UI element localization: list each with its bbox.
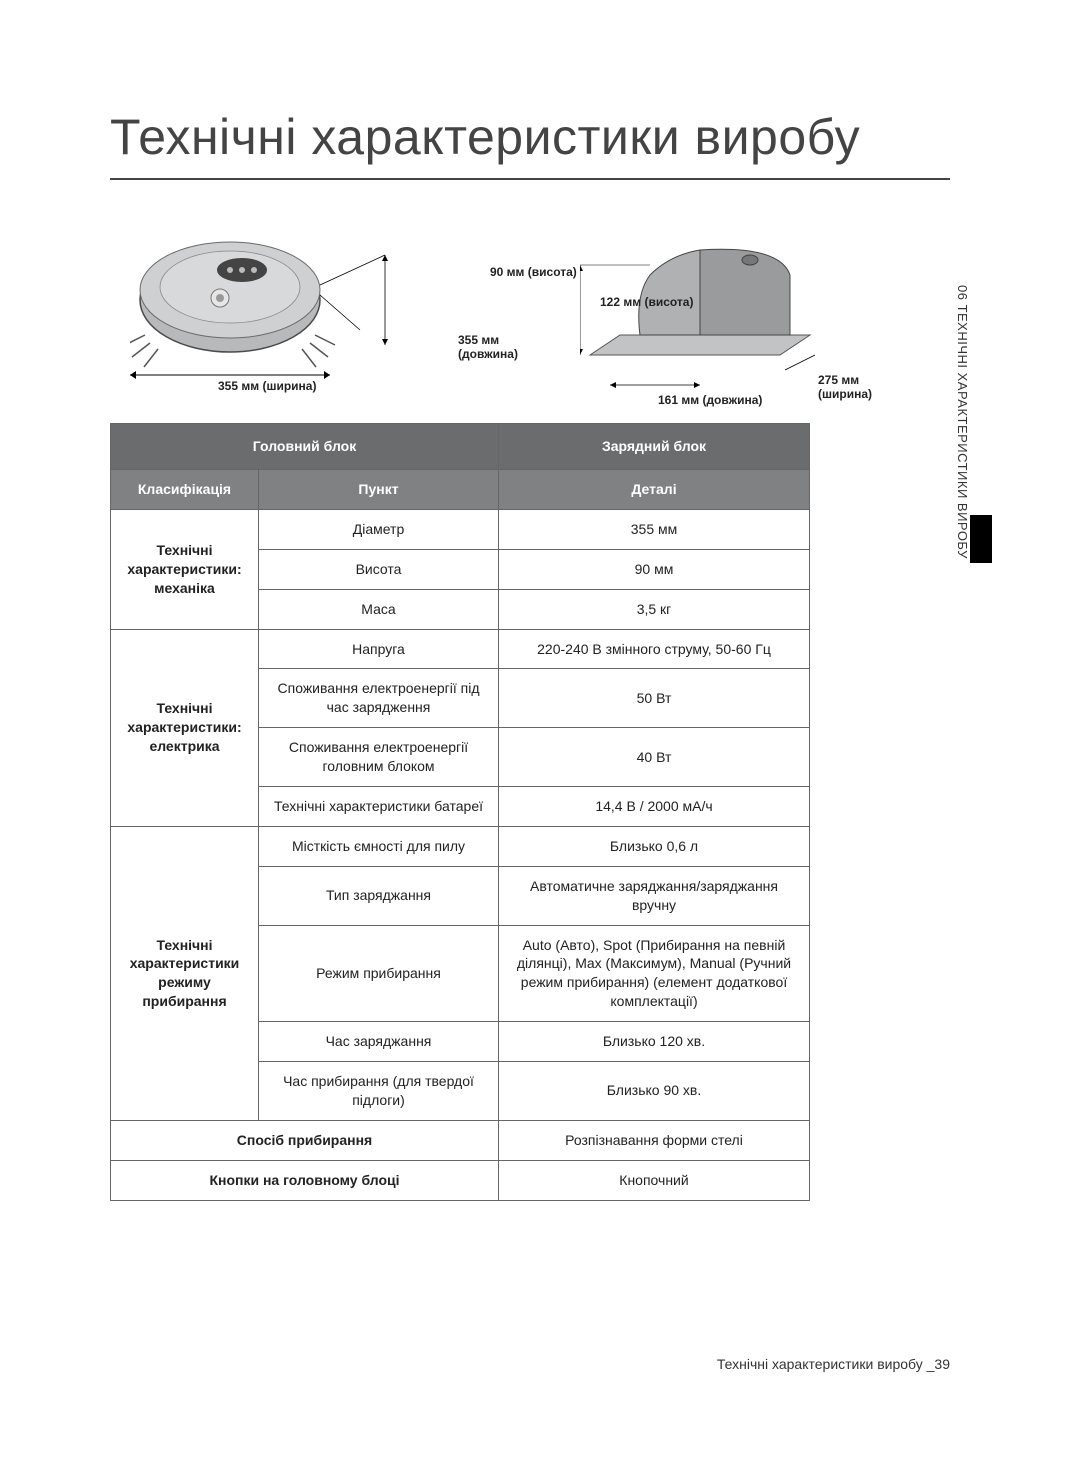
cell-point: Напруга bbox=[259, 629, 499, 669]
dim-dock-width: 275 мм (ширина) bbox=[818, 373, 872, 401]
cell-detail: Розпізнавання форми стелі bbox=[499, 1120, 810, 1160]
table-row: Кнопки на головному блоці Кнопочний bbox=[111, 1160, 810, 1200]
cell-detail: 40 Вт bbox=[499, 728, 810, 787]
table-row: Спосіб прибирання Розпізнавання форми ст… bbox=[111, 1120, 810, 1160]
cell-point: Споживання електроенергії головним блоко… bbox=[259, 728, 499, 787]
cell-detail: Близько 90 хв. bbox=[499, 1062, 810, 1121]
hdr-classification: Класифікація bbox=[111, 470, 259, 510]
cell-point: Тип заряджання bbox=[259, 866, 499, 925]
cell-point: Час заряджання bbox=[259, 1022, 499, 1062]
page-footer: Технічні характеристики виробу _39 bbox=[717, 1356, 950, 1372]
hdr-point: Пункт bbox=[259, 470, 499, 510]
cell-detail: 220-240 В змінного струму, 50-60 Гц bbox=[499, 629, 810, 669]
cell-point-span2: Спосіб прибирання bbox=[111, 1120, 499, 1160]
table-header-row-1: Головний блок Зарядний блок bbox=[111, 424, 810, 470]
hdr-charger-unit: Зарядний блок bbox=[499, 424, 810, 470]
cell-detail: 3,5 кг bbox=[499, 589, 810, 629]
side-tab-text: 06 ТЕХНІЧНІ ХАРАКТЕРИСТИКИ ВИРОБУ bbox=[955, 285, 970, 585]
cell-detail: Автоматичне заряджання/заряджання вручну bbox=[499, 866, 810, 925]
cell-point: Режим прибирання bbox=[259, 925, 499, 1022]
cell-detail: Близько 120 хв. bbox=[499, 1022, 810, 1062]
group-label-mode: Технічні характеристики режиму прибиранн… bbox=[111, 826, 259, 1120]
table-row: Технічні характеристики режиму прибиранн… bbox=[111, 826, 810, 866]
cell-point: Час прибирання (для твердої підлоги) bbox=[259, 1062, 499, 1121]
table-header-row-2: Класифікація Пункт Деталі bbox=[111, 470, 810, 510]
dim-main-length-l1: 355 мм bbox=[458, 333, 499, 347]
cell-detail: 14,4 В / 2000 мА/ч bbox=[499, 787, 810, 827]
cell-point: Місткість ємності для пилу bbox=[259, 826, 499, 866]
cell-detail: 50 Вт bbox=[499, 669, 810, 728]
cell-point: Діаметр bbox=[259, 509, 499, 549]
cell-point: Висота bbox=[259, 549, 499, 589]
dim-main-width: 355 мм (ширина) bbox=[218, 379, 316, 393]
charger-unit-diagram bbox=[580, 235, 820, 395]
group-label-elec: Технічні характеристики: електрика bbox=[111, 629, 259, 826]
cell-detail: Близько 0,6 л bbox=[499, 826, 810, 866]
cell-detail: 90 мм bbox=[499, 549, 810, 589]
table-row: Технічні характеристики: електрика Напру… bbox=[111, 629, 810, 669]
cell-detail: 355 мм bbox=[499, 509, 810, 549]
dim-dock-height: 122 мм (висота) bbox=[600, 295, 693, 309]
cell-point: Технічні характеристики батареї bbox=[259, 787, 499, 827]
spec-table: Головний блок Зарядний блок Класифікація… bbox=[110, 423, 810, 1201]
dim-main-length-l2: (довжина) bbox=[458, 347, 518, 361]
group-label-mech: Технічні характеристики: механіка bbox=[111, 509, 259, 629]
cell-point: Маса bbox=[259, 589, 499, 629]
dim-dock-length: 161 мм (довжина) bbox=[658, 393, 762, 407]
cell-point-span2: Кнопки на головному блоці bbox=[111, 1160, 499, 1200]
side-tab-bar bbox=[970, 515, 992, 563]
diagrams-area: 90 мм (висота) 355 мм (довжина) 355 мм (… bbox=[110, 225, 810, 405]
cell-point: Споживання електроенергії під час зарядж… bbox=[259, 669, 499, 728]
hdr-detail: Деталі bbox=[499, 470, 810, 510]
main-unit-diagram bbox=[130, 235, 390, 395]
cell-detail: Auto (Авто), Spot (Прибирання на певній … bbox=[499, 925, 810, 1022]
table-row: Технічні характеристики: механіка Діамет… bbox=[111, 509, 810, 549]
page-title: Технічні характеристики виробу bbox=[110, 108, 950, 180]
dim-main-height: 90 мм (висота) bbox=[490, 265, 577, 279]
dim-main-length: 355 мм (довжина) bbox=[458, 333, 518, 362]
side-tab: 06 ТЕХНІЧНІ ХАРАКТЕРИСТИКИ ВИРОБУ bbox=[948, 285, 970, 585]
cell-detail: Кнопочний bbox=[499, 1160, 810, 1200]
hdr-main-unit: Головний блок bbox=[111, 424, 499, 470]
